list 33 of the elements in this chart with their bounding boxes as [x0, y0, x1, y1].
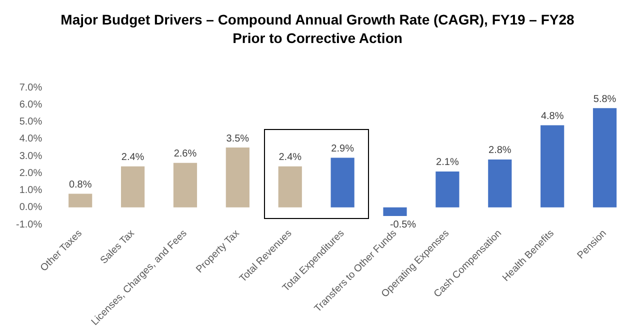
y-tick-label: 1.0% — [19, 185, 42, 196]
bar — [436, 171, 460, 208]
data-label: 2.8% — [488, 145, 512, 156]
y-tick-label: 6.0% — [19, 99, 42, 110]
y-tick-label: 5.0% — [19, 116, 42, 128]
bar — [383, 207, 407, 216]
y-tick-label: 4.0% — [19, 134, 42, 145]
data-label: 2.6% — [174, 148, 197, 160]
data-label: 4.8% — [540, 111, 564, 122]
bar — [278, 166, 302, 208]
y-tick-label: 3.0% — [19, 150, 42, 162]
data-label: 0.8% — [68, 179, 92, 190]
y-tick-label: 2.0% — [19, 168, 42, 179]
bar — [330, 158, 354, 208]
bar — [592, 108, 617, 208]
data-label: -0.5% — [390, 220, 416, 231]
y-tick-label: 0.0% — [19, 202, 42, 214]
chart-title: Major Budget Drivers – Compound Annual Growth Rate (CAGR), FY19 – FY28 — [60, 11, 575, 28]
data-label: 3.5% — [226, 133, 250, 144]
bar — [226, 148, 250, 208]
y-tick-label: -1.0% — [16, 219, 42, 230]
data-label: 5.8% — [593, 94, 616, 105]
bar — [173, 162, 198, 208]
y-tick-label: 7.0% — [19, 82, 42, 94]
bar — [540, 125, 564, 208]
data-label: 2.1% — [436, 157, 459, 168]
bar — [488, 159, 512, 208]
data-label: 2.4% — [278, 152, 302, 164]
bar — [120, 166, 145, 208]
bar — [68, 194, 92, 208]
chart-subtitle: Prior to Corrective Action — [232, 30, 402, 46]
data-label: 2.9% — [331, 144, 354, 155]
data-label: 2.4% — [121, 152, 144, 164]
